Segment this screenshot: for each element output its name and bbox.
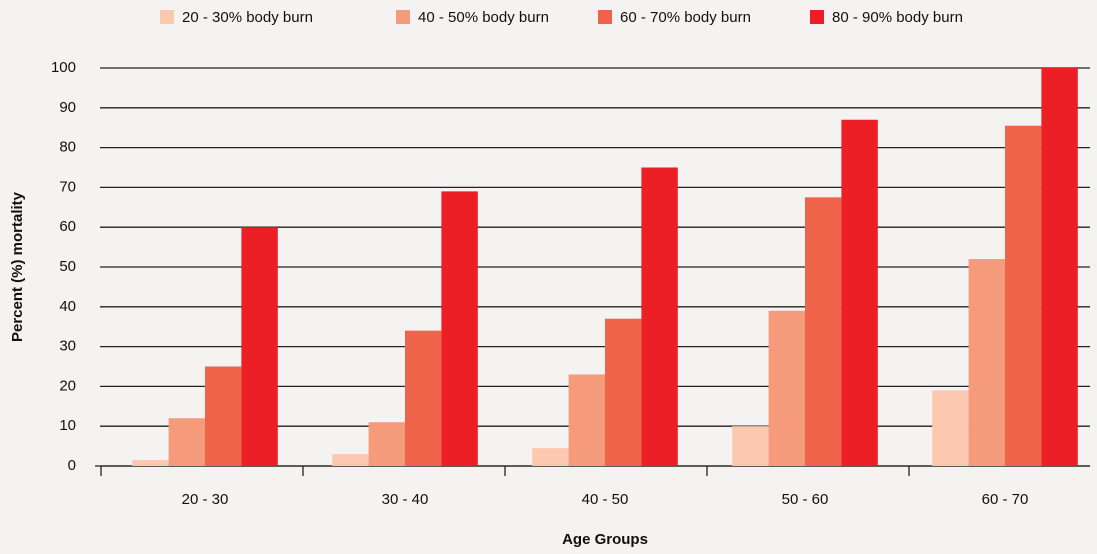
bar [1041,68,1078,466]
legend-label: 20 - 30% body burn [182,9,313,26]
legend-swatch [810,10,824,24]
bar [1005,125,1042,467]
legend-label: 60 - 70% body burn [620,9,751,26]
y-tick-label: 100 [51,59,76,76]
y-tick-label: 90 [59,99,76,116]
bar [441,191,478,466]
x-tick-label: 50 - 60 [782,491,829,508]
bar [332,454,369,466]
bar [641,167,678,466]
x-axis-label: Age Groups [562,531,648,548]
y-tick-label: 40 [59,298,76,315]
bar [968,259,1005,466]
legend-swatch [598,10,612,24]
y-tick-label: 0 [68,457,76,474]
y-tick-label: 80 [59,139,76,156]
bar [841,119,878,467]
bar [932,390,969,466]
bar [605,318,642,466]
x-tick-label: 20 - 30 [182,491,229,508]
bar [168,418,205,466]
x-tick-label: 30 - 40 [382,491,429,508]
bar [205,366,242,466]
bar [405,330,442,466]
bar [532,448,569,466]
bar [241,227,278,466]
y-axis-label: Percent (%) mortality [9,191,26,342]
legend-label: 80 - 90% body burn [832,9,963,26]
legend-swatch [396,10,410,24]
y-tick-label: 10 [59,417,76,434]
bar [732,426,769,466]
x-tick-label: 40 - 50 [582,491,629,508]
y-tick-label: 60 [59,218,76,235]
legend-swatch [160,10,174,24]
y-tick-label: 30 [59,338,76,355]
y-tick-label: 70 [59,178,76,195]
bar [805,197,842,466]
bar [132,460,169,466]
y-tick-label: 50 [59,258,76,275]
legend-label: 40 - 50% body burn [418,9,549,26]
x-tick-label: 60 - 70 [982,491,1029,508]
bar [768,310,805,466]
y-tick-label: 20 [59,377,76,394]
bar [568,374,605,466]
bar [368,422,405,466]
